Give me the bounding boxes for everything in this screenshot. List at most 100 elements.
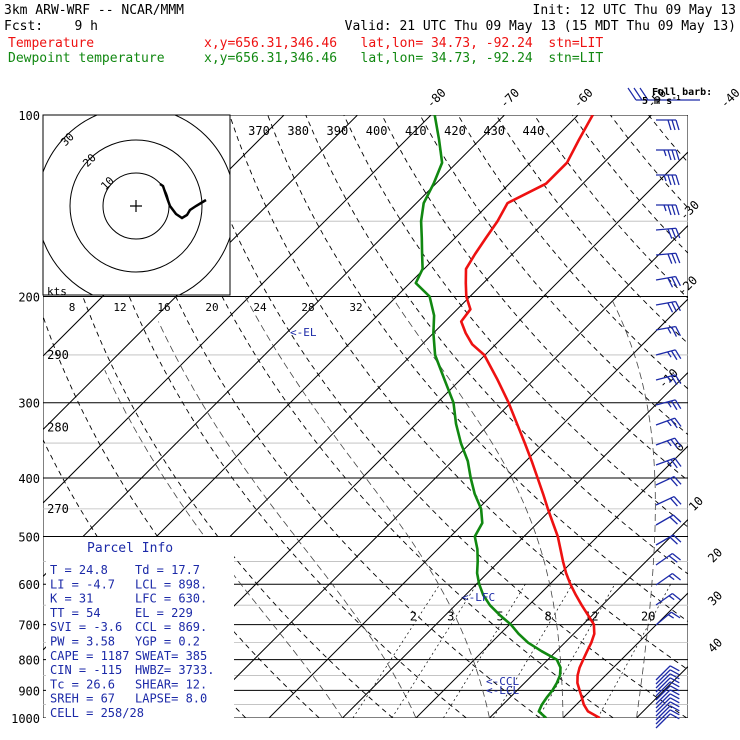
mixing-ratio-line (492, 584, 573, 718)
barb-flag (667, 174, 672, 186)
hodograph-speed-label: 8 (69, 301, 76, 314)
isotherm-line (268, 298, 688, 718)
barb-flag (670, 375, 678, 386)
barb-flag (667, 302, 674, 313)
wind-barb (655, 685, 680, 701)
barb-flag (672, 514, 682, 523)
wind-barb (655, 457, 682, 469)
init-time: Init: 12 UTC Thu 09 May 13 (533, 3, 737, 18)
barb-flag (667, 277, 674, 288)
barb-half-flag (667, 614, 674, 619)
barb-flag (670, 400, 678, 411)
parcel-info-right: HWBZ= 3733. (135, 663, 214, 677)
barb-flag (667, 228, 673, 239)
theta-label: 280 (47, 421, 69, 435)
moist-adiabat-line (391, 296, 564, 718)
sounding-traces (414, 115, 601, 718)
barb-flag (669, 689, 680, 696)
theta-label: 400 (366, 124, 388, 138)
wind-barb (656, 174, 680, 186)
mixing-ratio-label: 2 (410, 610, 417, 624)
barb-flag (667, 204, 672, 216)
theta-label: 270 (47, 502, 69, 516)
barb-staff (655, 572, 673, 586)
wind-barb (655, 437, 682, 449)
dry-adiabat-line (305, 115, 688, 575)
isotherm-label: -30 (677, 198, 702, 223)
parcel-info-right: SWEAT= 385 (135, 649, 207, 663)
hodograph-ring (69, 139, 203, 273)
barb-staff (655, 701, 671, 717)
temperature-legend: Temperature (8, 36, 94, 51)
barb-flag (671, 301, 678, 312)
barb-staff (655, 713, 671, 729)
barb-flag (670, 459, 678, 469)
theta-label: 370 (248, 124, 270, 138)
pressure-tick-label: 900 (18, 684, 40, 698)
barb-legend-line2: 5 m s-1 (642, 94, 681, 107)
wind-barb (655, 693, 680, 709)
barb-legend: Full barb: 5 m s-1 (627, 87, 712, 107)
parcel-info-right: LFC = 630. (135, 592, 207, 606)
wind-barb (655, 227, 681, 239)
barb-flag (674, 374, 682, 385)
wind-barb (655, 374, 682, 386)
hodograph-speed-label: 20 (205, 301, 218, 314)
dry-adiabat-line (114, 115, 541, 718)
level-marker-el: <-EL (290, 326, 317, 339)
parcel-info-left: TT = 54 (50, 606, 101, 620)
barb-flag (671, 326, 678, 337)
barb-half-flag (668, 575, 675, 581)
wind-barb (656, 119, 680, 131)
barb-flag (670, 611, 681, 619)
mixing-ratio-line (597, 584, 671, 718)
barb-staff (655, 495, 675, 506)
parcel-info-left: K = 31 (50, 592, 93, 606)
isotherm-label: -20 (675, 273, 700, 298)
moist-adiabat-line (244, 296, 490, 718)
barb-flag (671, 553, 681, 561)
barb-flag (668, 555, 678, 563)
wind-barb (655, 709, 680, 725)
barb-flag (669, 536, 678, 545)
barb-legend-line1: Full barb: (652, 87, 712, 98)
wind-barb (655, 701, 680, 717)
barb-flag (674, 399, 682, 410)
wind-barb (655, 300, 681, 313)
barb-flag (673, 496, 682, 505)
barb-flag (669, 701, 680, 708)
parcel-info-left: Tc = 26.6 (50, 677, 115, 691)
barb-flag (671, 593, 681, 601)
dewpoint-location: x,y=656.31,346.46 lat,lon= 34.73, -92.24… (204, 51, 603, 66)
barb-flag (667, 119, 672, 131)
barb-half-flag (667, 327, 672, 334)
isotherm-label: -40 (718, 86, 740, 111)
valid-time: Valid: 21 UTC Thu 09 May 13 (15 MDT Thu … (345, 19, 736, 34)
barb-flag (674, 457, 682, 467)
barb-flag (671, 119, 676, 131)
hodograph-speed-label: 24 (253, 301, 267, 314)
isotherm-line (562, 592, 688, 718)
wind-barb (655, 552, 681, 566)
barb-flag (675, 326, 681, 337)
barb-half-flag (667, 351, 672, 358)
mixing-ratio-line (443, 584, 526, 718)
barb-staff (655, 677, 671, 693)
hodograph-speed-label: 16 (157, 301, 170, 314)
barb-flag (669, 677, 680, 684)
barb-staff (655, 705, 671, 721)
barb-half-flag (663, 174, 667, 182)
barb-staff (655, 681, 671, 697)
isotherm-line (43, 115, 432, 504)
wind-barb (655, 669, 680, 685)
mixing-ratio-label: 8 (545, 610, 552, 624)
parcel-info-left: CIN = -115 (50, 663, 122, 677)
wind-barb (655, 252, 681, 264)
barb-flag (667, 253, 673, 264)
isotherm-label: 30 (705, 588, 725, 608)
wind-barb (656, 204, 680, 216)
mixing-ratio-line (391, 584, 477, 718)
barb-half-flag (667, 401, 672, 408)
pressure-tick-label: 100 (18, 109, 40, 123)
